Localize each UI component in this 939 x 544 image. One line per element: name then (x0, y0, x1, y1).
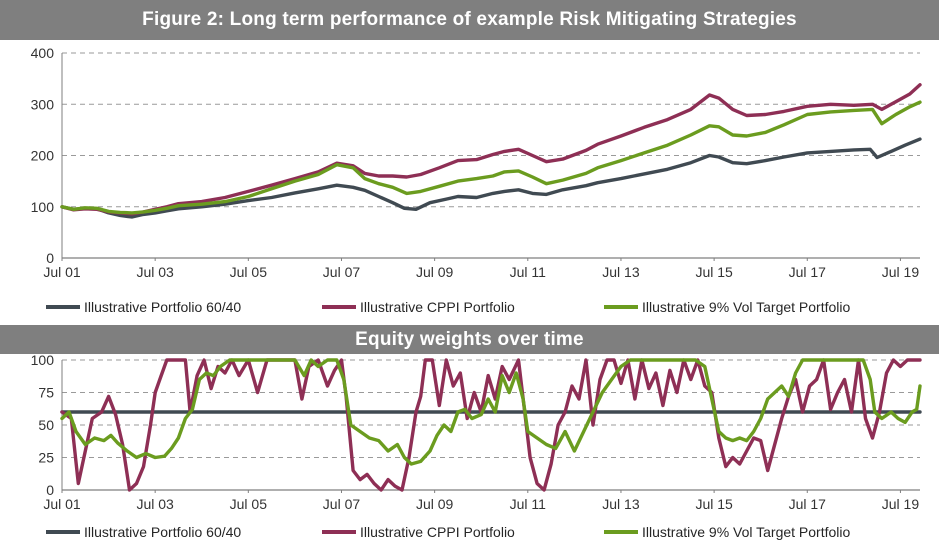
x-tick-label: Jul 01 (43, 496, 81, 512)
y-tick-label: 25 (38, 450, 54, 466)
legend-label-2: Illustrative CPPI Portfolio (360, 299, 515, 315)
x-tick-label: Jul 11 (510, 496, 547, 512)
x-tick-label: Jul 07 (323, 496, 361, 512)
x-tick-label: Jul 05 (230, 264, 268, 280)
x-tick-label: Jul 13 (602, 264, 640, 280)
x-tick-label: Jul 19 (882, 496, 920, 512)
x-tick-label: Jul 17 (789, 496, 827, 512)
x-tick-label: Jul 03 (136, 264, 174, 280)
y-tick-label: 0 (46, 250, 54, 266)
series-line-3 (60, 100, 922, 215)
y-tick-label: 200 (31, 148, 55, 164)
x-tick-label: Jul 01 (43, 264, 81, 280)
chart-title-equity-weights: Equity weights over time (0, 325, 939, 354)
x-tick-label: Jul 19 (882, 264, 920, 280)
y-tick-label: 75 (38, 385, 54, 401)
legend-label-1: Illustrative Portfolio 60/40 (84, 524, 241, 540)
y-tick-label: 300 (31, 96, 55, 112)
x-tick-label: Jul 03 (136, 496, 174, 512)
x-tick-label: Jul 17 (789, 264, 827, 280)
x-tick-label: Jul 09 (416, 264, 454, 280)
x-tick-label: Jul 11 (510, 264, 547, 280)
chart-title-performance: Figure 2: Long term performance of examp… (0, 0, 939, 40)
x-tick-label: Jul 07 (323, 264, 361, 280)
x-tick-label: Jul 09 (416, 496, 454, 512)
y-tick-label: 100 (31, 354, 55, 368)
y-tick-label: 0 (46, 482, 54, 498)
x-tick-label: Jul 13 (602, 496, 640, 512)
series-line-1 (60, 137, 922, 219)
x-tick-label: Jul 15 (695, 264, 733, 280)
legend-label-2: Illustrative CPPI Portfolio (360, 524, 515, 540)
y-tick-label: 400 (31, 45, 55, 61)
legend-label-3: Illustrative 9% Vol Target Portfolio (642, 299, 851, 315)
y-tick-label: 100 (31, 199, 55, 215)
x-tick-label: Jul 05 (230, 496, 268, 512)
performance-chart: 0 100 200 300 400 Jul 01 Jul 03 Jul 05 Jul 07 Jul… (31, 45, 922, 315)
legend-label-1: Illustrative Portfolio 60/40 (84, 299, 241, 315)
series-line-3 (60, 358, 922, 466)
series-line-2 (60, 358, 922, 492)
legend-label-3: Illustrative 9% Vol Target Portfolio (642, 524, 851, 540)
x-tick-label: Jul 15 (695, 496, 733, 512)
equity-weights-chart: 0 25 50 75 100 Jul 01 Jul 03 Jul 05 Jul 07 Jul 09… (31, 354, 922, 540)
y-tick-label: 50 (38, 417, 54, 433)
